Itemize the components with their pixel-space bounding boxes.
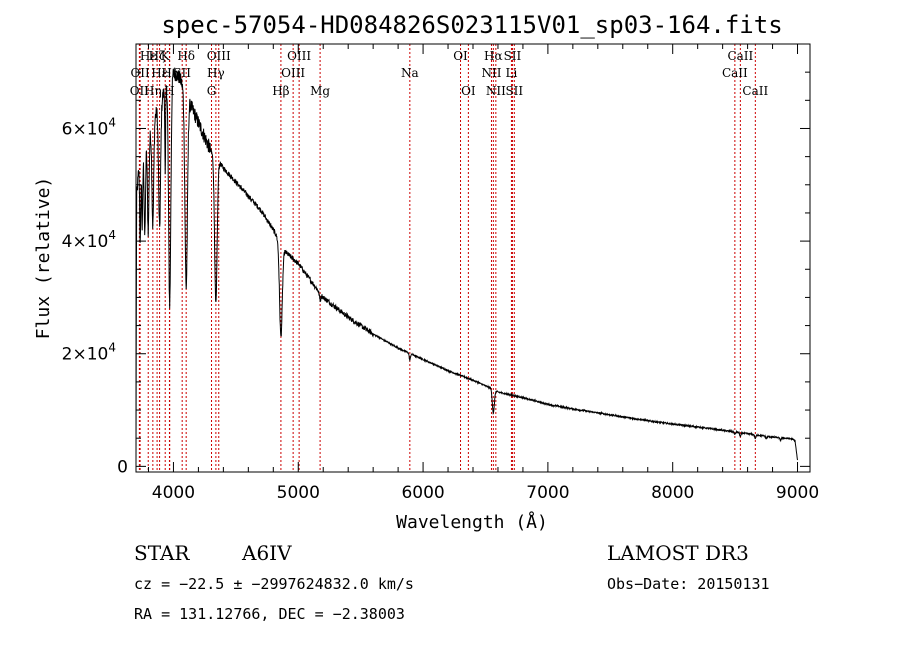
- spectral-line-label: G: [207, 84, 217, 98]
- spectral-line-label: OIII: [287, 49, 311, 63]
- spectral-line-label: Hε: [140, 49, 157, 63]
- y-tick-label: 6×104: [62, 115, 116, 139]
- spectral-line-label: SII: [505, 84, 523, 98]
- object-class: STAR: [134, 541, 190, 565]
- spectral-line-label: Na: [401, 66, 419, 80]
- y-tick-label: 2×104: [62, 341, 116, 365]
- spectral-line-label: OIII: [207, 49, 231, 63]
- spectral-line-label: OII: [130, 84, 150, 98]
- spectral-line-label: CaII: [722, 66, 748, 80]
- x-axis-label: Wavelength (Å): [396, 511, 548, 533]
- spectral-line-label: Hδ: [177, 49, 195, 63]
- spectral-line-label: Mg: [310, 84, 330, 98]
- x-tick-label: 7000: [526, 483, 569, 503]
- x-tick-label: 9000: [776, 483, 819, 503]
- spectral-line-label: OI: [453, 49, 468, 63]
- spectral-line-label: Hγ: [207, 66, 225, 80]
- spectral-line-label: Hη: [144, 84, 162, 98]
- obs-date: Obs−Date: 20150131: [607, 575, 770, 593]
- y-tick-label: 4×104: [62, 228, 116, 252]
- spectral-line-labels: OIIOIIHεHηHζHεKHHεHδSIIGHγOIIIHβOIIIOIII…: [130, 49, 769, 98]
- survey-name: LAMOST DR3: [607, 541, 749, 565]
- x-tick-label: 6000: [401, 483, 444, 503]
- spectral-line-label: Li: [506, 66, 518, 80]
- spectral-line-label: K: [161, 49, 171, 63]
- spectral-line-label: Hβ: [272, 84, 289, 98]
- chart-title: spec-57054-HD084826S023115V01_sp03-164.f…: [161, 11, 782, 39]
- spectral-line-label: CaII: [727, 49, 753, 63]
- y-axis-label: Flux (relative): [33, 177, 54, 340]
- spectral-line-label: NII: [481, 66, 501, 80]
- spectral-line-label: Hα: [484, 49, 503, 63]
- spectral-line-label: SII: [504, 49, 522, 63]
- spectral-line-label: NII: [486, 84, 506, 98]
- spectral-line-markers: [138, 44, 756, 472]
- object-subclass: A6IV: [241, 541, 292, 565]
- x-tick-label: 5000: [277, 483, 320, 503]
- spectral-line-label: OII: [130, 66, 150, 80]
- coordinates: RA = 131.12766, DEC = −2.38003: [134, 605, 405, 623]
- spectral-line-label: CaII: [742, 84, 768, 98]
- spectral-line-label: H: [164, 84, 174, 98]
- spectral-line-label: Hε: [151, 66, 168, 80]
- spectral-line-label: OI: [461, 84, 476, 98]
- y-tick-label: 0: [117, 457, 128, 477]
- spectral-line-label: Hζ: [149, 49, 166, 63]
- plot-frame: [135, 43, 811, 473]
- x-tick-label: 8000: [651, 483, 694, 503]
- y-axis-ticks: 0 2×104 4×104 6×104: [62, 71, 810, 477]
- x-tick-label: 4000: [152, 483, 195, 503]
- x-axis-ticks: 4000 5000 6000 7000 8000 9000: [147, 44, 819, 503]
- spectrum-trace: [135, 67, 798, 464]
- redshift-text: cz = −22.5 ± −2997624832.0 km/s: [134, 575, 414, 593]
- spectral-line-label: OIII: [281, 66, 305, 80]
